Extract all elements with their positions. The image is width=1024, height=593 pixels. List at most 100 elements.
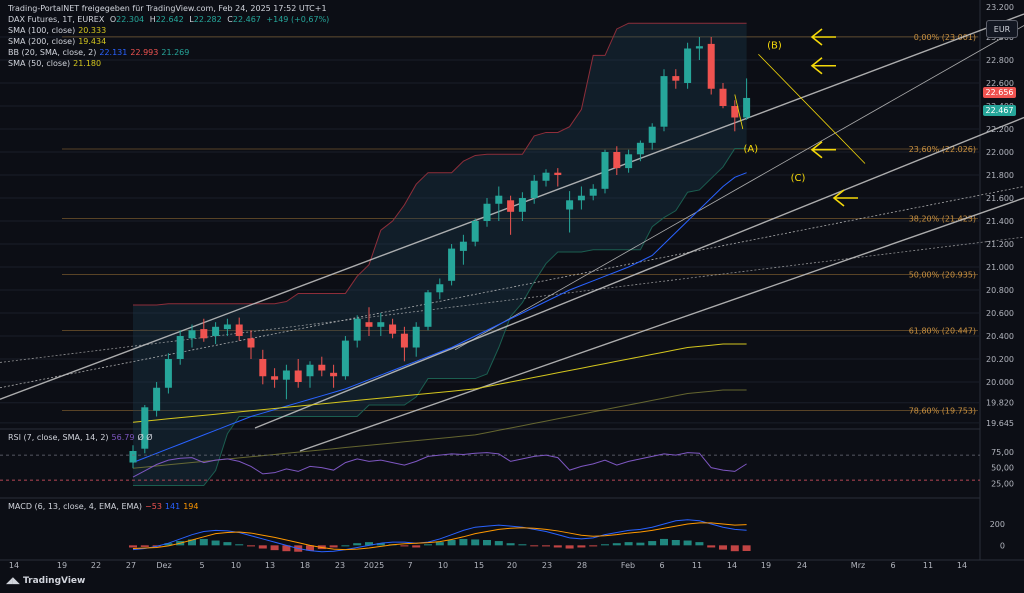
rsi-tick-label: 75,00 — [991, 448, 1014, 457]
fib-label: 50,00% (20.935) — [909, 270, 976, 279]
time-tick-label: 18 — [300, 561, 310, 570]
candle-body — [164, 359, 172, 388]
legend-sma200-row: SMA (200, close) 19.434 — [8, 37, 109, 47]
macd-hist-bar — [636, 542, 645, 546]
tradingview-logo-icon: ◢◣ — [6, 576, 23, 586]
legend-bb-row: BB (20, SMA, close, 2) 22.131 22.993 21.269 — [8, 48, 192, 58]
time-tick-label: 19 — [761, 561, 771, 570]
time-tick-label: 10 — [231, 561, 241, 570]
macd-hist-bar — [648, 541, 657, 546]
price-tick-label: 22.600 — [986, 79, 1014, 88]
time-tick-label: 22 — [91, 561, 101, 570]
rsi-tick-label: 25,00 — [991, 479, 1014, 488]
macd-hist-bar — [341, 545, 350, 547]
candlesticks — [129, 37, 751, 469]
sma100-line — [132, 343, 747, 423]
legend-sma50-value: 21.180 — [73, 59, 102, 68]
candle-body — [495, 195, 503, 204]
candle-body — [601, 152, 609, 189]
candle-body — [672, 76, 680, 81]
time-tick-label: 14 — [9, 561, 19, 570]
macd-hist-bar — [306, 545, 314, 551]
macd-signal-line — [132, 522, 747, 551]
legend-sma100-row: SMA (100, close) 20.333 — [8, 26, 109, 36]
legend-sma200-label: SMA (200, close) — [8, 37, 76, 46]
legend-bb-basis: 22.131 — [99, 48, 128, 57]
macd-hist-bar — [199, 538, 208, 546]
legend-low: 22.282 — [193, 15, 222, 24]
channel-line — [0, 186, 1024, 389]
time-axis[interactable]: 14 19 22 27 Dez 5 10 13 18 23 2025 7 10 15 20 23 28 Feb 6 1… — [9, 561, 967, 570]
wave-line — [758, 53, 866, 164]
legend-sma200-value: 19.434 — [78, 37, 107, 46]
time-tick-label: 23 — [335, 561, 345, 570]
candle-body — [554, 172, 562, 175]
sma50-line — [132, 172, 747, 463]
tradingview-logo[interactable]: ◢◣ TradingView — [6, 576, 85, 586]
price-tick-label: 20.200 — [986, 355, 1014, 364]
candle-body — [743, 97, 751, 118]
price-tick-label: 20.800 — [986, 286, 1014, 295]
candle-body — [341, 340, 349, 377]
candle-body — [223, 324, 231, 330]
price-tick-label: 22.000 — [986, 148, 1014, 157]
macd-hist-bar — [447, 540, 456, 546]
candle-body — [259, 359, 267, 377]
time-tick-label: 27 — [126, 561, 136, 570]
macd-legend-label: MACD (6, 13, close, 4, EMA, EMA) — [8, 502, 143, 511]
candle-body — [613, 152, 621, 169]
macd-hist-bar — [152, 545, 161, 547]
candle-body — [719, 88, 727, 106]
macd-hist-bar — [164, 543, 173, 546]
macd-hist-bar — [258, 545, 267, 549]
sma200-line — [132, 389, 747, 469]
macd-hist-bar — [530, 545, 539, 547]
candle-body — [412, 326, 420, 348]
bb-upper-line — [133, 22, 747, 306]
macd-hist-bar — [435, 542, 444, 546]
wave-label: (A) — [743, 144, 758, 155]
candle-body — [731, 106, 739, 118]
time-tick-label: 13 — [265, 561, 275, 570]
time-tick-label: 19 — [57, 561, 67, 570]
macd-legend: MACD (6, 13, close, 4, EMA, EMA) −53 141 19… — [8, 502, 201, 512]
candle-body — [707, 43, 715, 89]
currency-button[interactable]: EUR — [986, 20, 1018, 38]
macd-hist-bar — [589, 545, 598, 547]
macd-hist-bar — [412, 545, 421, 548]
candle-body — [507, 200, 515, 212]
candle-body — [235, 324, 243, 336]
candle-body — [188, 330, 196, 339]
arrow-top — [810, 28, 836, 46]
macd-hist-bar — [459, 538, 468, 546]
candle-body — [542, 172, 550, 181]
macd-hist-bar — [282, 545, 291, 552]
macd-hist-bar — [400, 545, 409, 547]
time-tick-label: 10 — [438, 561, 448, 570]
candle-body — [625, 154, 633, 169]
candle-body — [200, 329, 208, 339]
macd-hist-bar — [742, 545, 751, 551]
legend-sma50-label: SMA (50, close) — [8, 59, 71, 68]
fib-label: 23,60% (22.026) — [909, 145, 976, 154]
legend-bb-upper: 22.993 — [130, 48, 159, 57]
chart-header-title: Trading-PortalNET freigegeben für Tradin… — [8, 4, 327, 13]
candle-body — [577, 195, 585, 201]
macd-hist-bar — [612, 543, 621, 546]
candle-body — [141, 407, 149, 449]
arrow-a — [810, 141, 836, 159]
wave-line — [734, 94, 744, 130]
candle-body — [176, 336, 184, 359]
macd-hist-bar — [353, 543, 362, 546]
macd-legend-hist: −53 — [145, 502, 162, 511]
candle-body — [247, 338, 255, 348]
candle-body — [695, 46, 703, 49]
macd-hist-bar — [553, 545, 562, 548]
macd-legend-signal: 194 — [183, 502, 199, 511]
macd-hist-bar — [671, 540, 680, 546]
legend-l-label: L — [189, 15, 194, 24]
legend-bb-lower: 21.269 — [161, 48, 190, 57]
time-tick-label: 7 — [407, 561, 412, 570]
candle-body — [636, 142, 644, 155]
legend-o-label: O — [109, 15, 117, 24]
